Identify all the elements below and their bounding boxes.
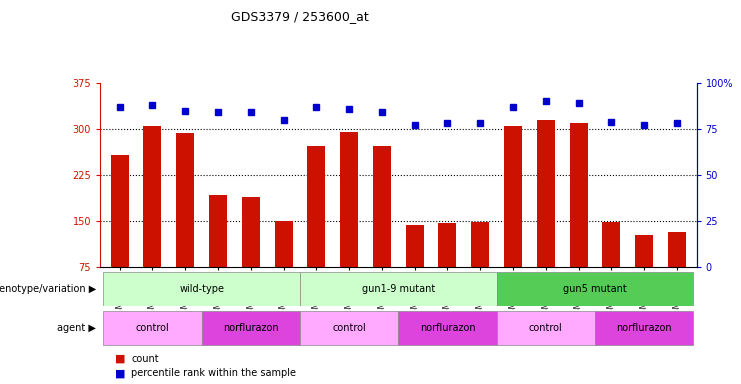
Bar <box>300 272 496 306</box>
Bar <box>496 272 694 306</box>
Bar <box>300 311 399 345</box>
Text: ■: ■ <box>115 354 125 364</box>
Bar <box>340 132 358 267</box>
Text: norflurazon: norflurazon <box>223 323 279 333</box>
Text: norflurazon: norflurazon <box>617 323 672 333</box>
Bar <box>536 120 555 267</box>
Bar <box>202 311 300 345</box>
Bar <box>439 223 456 267</box>
Bar <box>570 123 588 267</box>
Bar <box>103 272 300 306</box>
Bar <box>635 235 653 267</box>
Bar <box>405 225 424 267</box>
Bar <box>602 222 620 267</box>
Text: count: count <box>131 354 159 364</box>
Bar <box>103 311 202 345</box>
Bar <box>373 146 391 267</box>
Text: GDS3379 / 253600_at: GDS3379 / 253600_at <box>231 10 369 23</box>
Bar <box>242 197 260 267</box>
Bar <box>275 221 293 267</box>
Text: gun1-9 mutant: gun1-9 mutant <box>362 284 435 294</box>
Text: agent ▶: agent ▶ <box>58 323 96 333</box>
Bar <box>308 146 325 267</box>
Text: control: control <box>529 323 562 333</box>
Bar <box>176 133 194 267</box>
Bar <box>496 311 595 345</box>
Text: norflurazon: norflurazon <box>419 323 475 333</box>
Text: genotype/variation ▶: genotype/variation ▶ <box>0 284 96 294</box>
Text: wild-type: wild-type <box>179 284 224 294</box>
Bar <box>668 232 686 267</box>
Text: percentile rank within the sample: percentile rank within the sample <box>131 368 296 378</box>
Text: ■: ■ <box>115 368 125 378</box>
Bar <box>399 311 496 345</box>
Text: control: control <box>332 323 366 333</box>
Text: gun5 mutant: gun5 mutant <box>563 284 627 294</box>
Bar <box>110 155 129 267</box>
Text: control: control <box>136 323 170 333</box>
Bar <box>595 311 694 345</box>
Bar <box>471 222 489 267</box>
Bar <box>504 126 522 267</box>
Bar <box>209 195 227 267</box>
Bar <box>144 126 162 267</box>
